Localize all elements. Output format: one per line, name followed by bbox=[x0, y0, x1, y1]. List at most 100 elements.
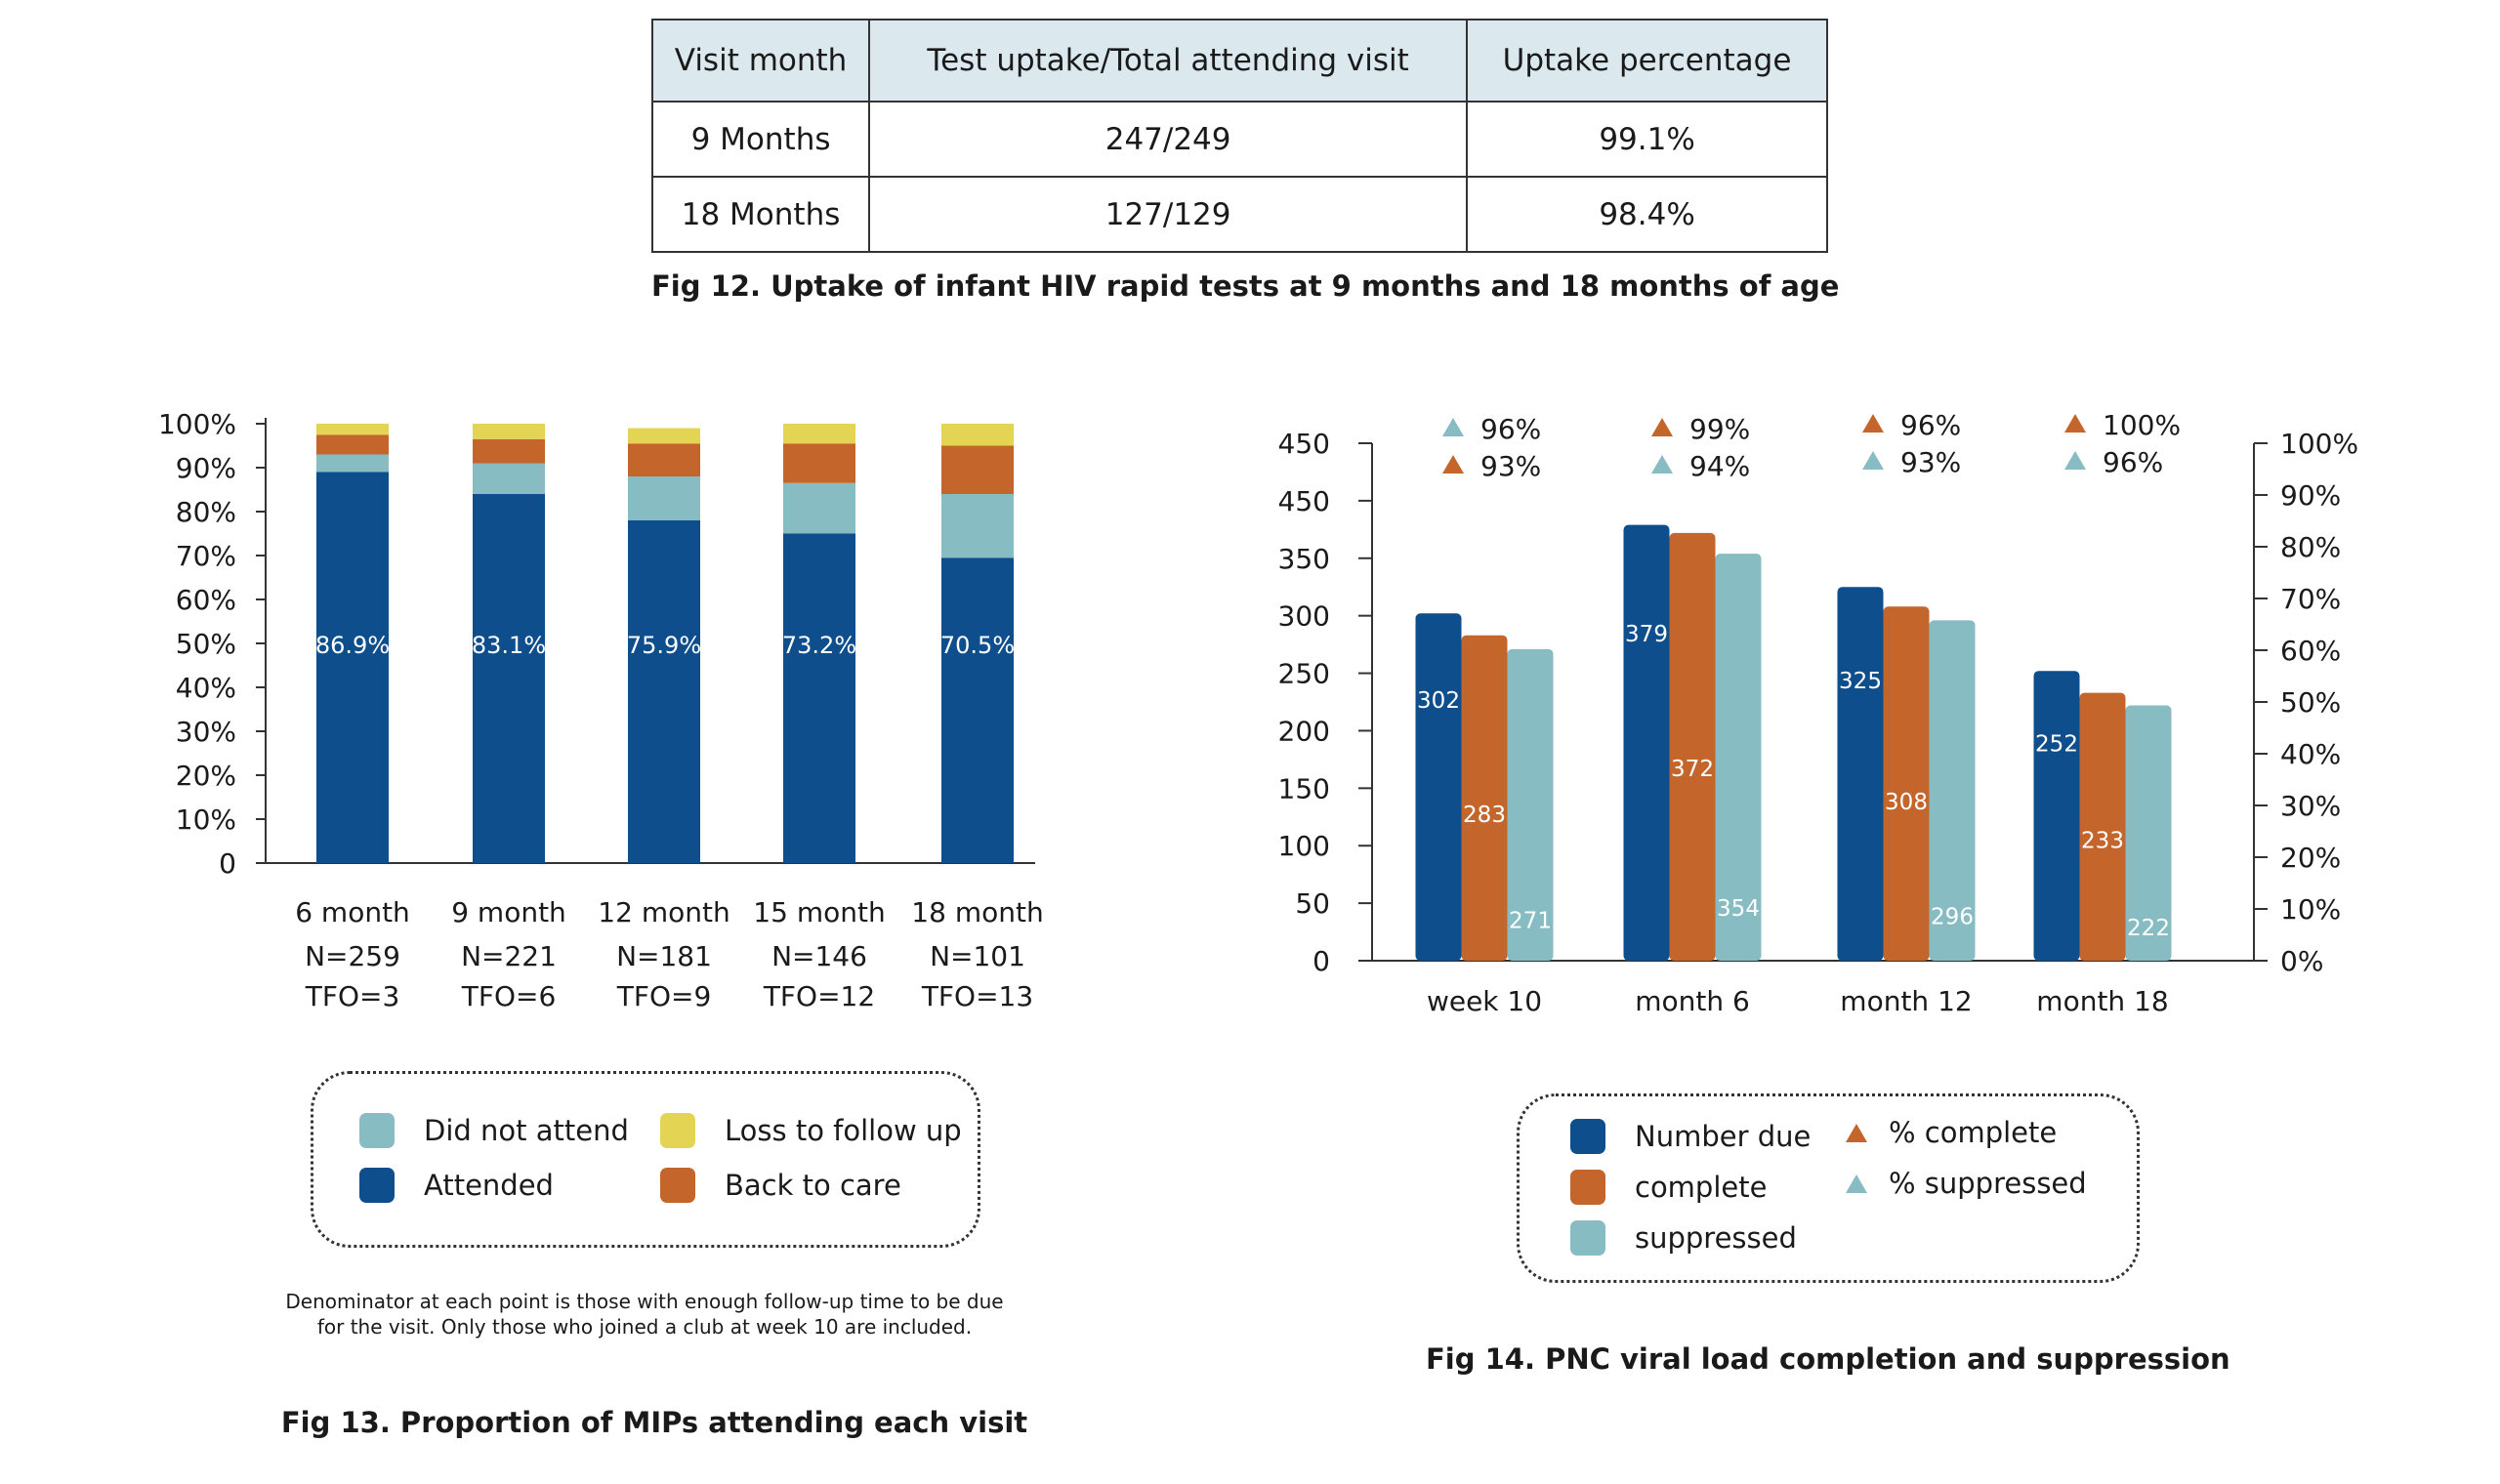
y2-tick-label: 100% bbox=[2280, 428, 2358, 460]
table-header: Test uptake/Total attending visit bbox=[868, 19, 1469, 103]
attendance-chart: 0 10% 20% 30% 40% 50% 60% 70% 80% 90% 100% 86.9% 6 m… bbox=[158, 408, 1044, 1012]
y2-tick-label: 30% bbox=[2280, 790, 2341, 822]
legend-swatch bbox=[1570, 1220, 1605, 1256]
table-cell: 247/249 bbox=[868, 101, 1469, 178]
y-tick-label: 70% bbox=[176, 540, 236, 572]
table-row: 9 Months 247/249 99.1% bbox=[650, 101, 1828, 178]
triangle-marker bbox=[2064, 414, 2086, 433]
legend-label: Back to care bbox=[725, 1169, 901, 1202]
x-tick-label: 9 month bbox=[451, 896, 566, 928]
y-tick-label: 90% bbox=[176, 452, 236, 484]
legend-did-not-attend: Did not attend bbox=[359, 1113, 629, 1148]
legend-label: complete bbox=[1635, 1171, 1768, 1204]
y-tick-label: 50 bbox=[1295, 887, 1330, 920]
legend-label: Number due bbox=[1635, 1120, 1812, 1153]
pct-label: 93% bbox=[1480, 450, 1541, 482]
bar-segment bbox=[783, 424, 855, 444]
bar bbox=[1929, 620, 1976, 961]
bar-data-label: 222 bbox=[2127, 916, 2170, 941]
y-tick-label: 60% bbox=[176, 584, 236, 616]
triangle-icon bbox=[1846, 1123, 1867, 1142]
bar-data-label: 283 bbox=[1463, 803, 1506, 828]
bar-segment bbox=[941, 557, 1014, 863]
bar-segment bbox=[628, 428, 700, 444]
table-cell: 127/129 bbox=[868, 176, 1469, 253]
bar-segment bbox=[941, 424, 1014, 446]
triangle-marker bbox=[1442, 418, 1464, 436]
bar bbox=[1623, 524, 1670, 961]
table-header-row: Visit month Test uptake/Total attending … bbox=[650, 19, 1828, 103]
y2-tick-label: 20% bbox=[2280, 842, 2341, 874]
y-tick-label: 30% bbox=[176, 716, 236, 748]
y-tick-label: 80% bbox=[176, 496, 236, 528]
x-tick-sublabel: N=221 bbox=[461, 940, 557, 972]
x-tick-label: 6 month bbox=[295, 896, 410, 928]
legend-label: Attended bbox=[424, 1169, 554, 1202]
pct-label: 96% bbox=[2103, 446, 2163, 478]
bar bbox=[1461, 635, 1508, 961]
legend-swatch bbox=[359, 1113, 395, 1148]
y2-tick-label: 90% bbox=[2280, 479, 2341, 512]
legend-label: % suppressed bbox=[1889, 1167, 2087, 1200]
bar-segment bbox=[316, 472, 389, 863]
y2-tick-label: 70% bbox=[2280, 583, 2341, 615]
bar-segment bbox=[783, 482, 855, 534]
triangle-icon bbox=[1846, 1174, 1867, 1193]
y-tick-label: 450 bbox=[1278, 428, 1330, 460]
x-tick-sublabel: TFO=12 bbox=[763, 980, 875, 1012]
legend-swatch bbox=[1570, 1119, 1605, 1154]
bar bbox=[2079, 692, 2126, 961]
note-line: for the visit. Only those who joined a c… bbox=[316, 1315, 973, 1339]
triangle-marker bbox=[1862, 414, 1884, 433]
legend-back-to-care: Back to care bbox=[660, 1168, 901, 1203]
bar-segment bbox=[941, 445, 1014, 494]
bar-segment bbox=[941, 494, 1014, 558]
uptake-table: Visit month Test uptake/Total attending … bbox=[650, 19, 1828, 253]
y2-tick-label: 80% bbox=[2280, 531, 2341, 563]
bar-segment bbox=[316, 434, 389, 455]
pct-label: 96% bbox=[1480, 413, 1541, 445]
bar-segment bbox=[316, 424, 389, 435]
bar-segment bbox=[473, 438, 545, 464]
table-header: Uptake percentage bbox=[1466, 19, 1828, 103]
legend-complete: complete bbox=[1570, 1170, 1767, 1205]
x-tick-label: week 10 bbox=[1427, 985, 1542, 1017]
triangle-marker bbox=[1862, 451, 1884, 470]
bar-data-label: 296 bbox=[1931, 905, 1974, 930]
x-tick-sublabel: TFO=13 bbox=[921, 980, 1033, 1012]
legend-label: Did not attend bbox=[424, 1114, 629, 1147]
bar-segment bbox=[473, 463, 545, 494]
bar-data-label: 73.2% bbox=[782, 632, 856, 659]
bar-data-label: 70.5% bbox=[940, 632, 1015, 659]
pct-label: 99% bbox=[1689, 413, 1750, 445]
bar-data-label: 233 bbox=[2081, 829, 2124, 854]
fig12-caption: Fig 12. Uptake of infant HIV rapid tests… bbox=[651, 269, 1840, 303]
legend-label: suppressed bbox=[1635, 1221, 1797, 1255]
table-cell: 98.4% bbox=[1466, 176, 1828, 253]
y-tick-label: 350 bbox=[1278, 543, 1330, 575]
bar-segment bbox=[473, 494, 545, 863]
note-line: Denominator at each point is those with … bbox=[285, 1290, 1004, 1313]
table-cell: 9 Months bbox=[650, 101, 871, 178]
bar bbox=[1715, 554, 1762, 961]
x-tick-sublabel: TFO=9 bbox=[616, 980, 712, 1012]
y-tick-label: 10% bbox=[176, 804, 236, 836]
y2-tick-label: 0% bbox=[2280, 945, 2323, 977]
legend-suppressed: suppressed bbox=[1570, 1220, 1797, 1256]
x-tick-label: 15 month bbox=[753, 896, 885, 928]
legend-swatch bbox=[359, 1168, 395, 1203]
y-tick-label: 100% bbox=[158, 408, 236, 440]
pct-label: 93% bbox=[1900, 446, 1961, 478]
y-tick-label: 20% bbox=[176, 760, 236, 792]
bar bbox=[1507, 648, 1554, 961]
bar-segment bbox=[628, 443, 700, 476]
fig13-legend bbox=[311, 1071, 980, 1248]
bar-data-label: 75.9% bbox=[627, 632, 701, 659]
bar-data-label: 325 bbox=[1839, 669, 1882, 694]
x-tick-sublabel: N=259 bbox=[305, 940, 400, 972]
bar-segment bbox=[473, 424, 545, 439]
pct-label: 100% bbox=[2103, 409, 2181, 441]
y-tick-label: 300 bbox=[1278, 600, 1330, 633]
bar-segment bbox=[316, 454, 389, 473]
x-tick-sublabel: TFO=6 bbox=[461, 980, 557, 1012]
